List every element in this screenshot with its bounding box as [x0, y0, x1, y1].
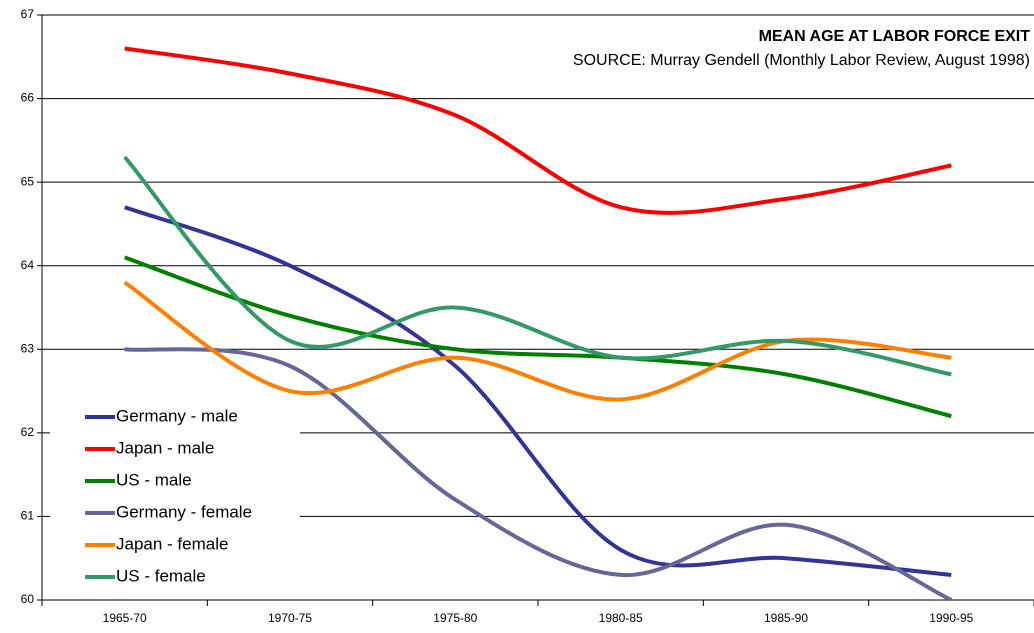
x-tick-label: 1970-75 [268, 611, 312, 625]
series-line [123, 255, 952, 419]
x-tick-label: 1975-80 [433, 611, 477, 625]
y-tick-label: 67 [21, 7, 35, 21]
y-tick-label: 61 [21, 509, 35, 523]
y-tick-label: 64 [21, 258, 35, 272]
y-tick-label: 66 [21, 91, 35, 105]
y-tick-label: 63 [21, 341, 35, 355]
legend-box [50, 397, 300, 599]
y-tick-label: 65 [21, 174, 35, 188]
chart-subtitle: SOURCE: Murray Gendell (Monthly Labor Re… [573, 52, 1030, 69]
legend-label: Germany - male [116, 406, 238, 425]
series-line [124, 46, 952, 215]
x-tick-label: 1980-85 [599, 611, 643, 625]
chart-title: MEAN AGE AT LABOR FORCE EXIT [759, 28, 1031, 45]
series-line [124, 347, 953, 600]
series-line [124, 205, 952, 577]
y-tick-label: 60 [21, 592, 35, 606]
legend-label: Japan - male [116, 438, 214, 457]
legend-label: US - male [116, 470, 192, 489]
x-tick-label: 1965-70 [103, 611, 147, 625]
x-tick-label: 1990-95 [929, 611, 973, 625]
x-tick-label: 1985-90 [764, 611, 808, 625]
legend-label: US - female [116, 566, 206, 585]
series-line [123, 155, 952, 377]
legend-label: Germany - female [116, 502, 252, 521]
legend-label: Japan - female [116, 534, 228, 553]
y-tick-label: 62 [21, 425, 35, 439]
